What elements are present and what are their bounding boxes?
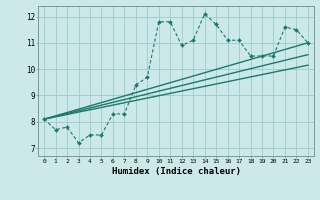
X-axis label: Humidex (Indice chaleur): Humidex (Indice chaleur)	[111, 167, 241, 176]
